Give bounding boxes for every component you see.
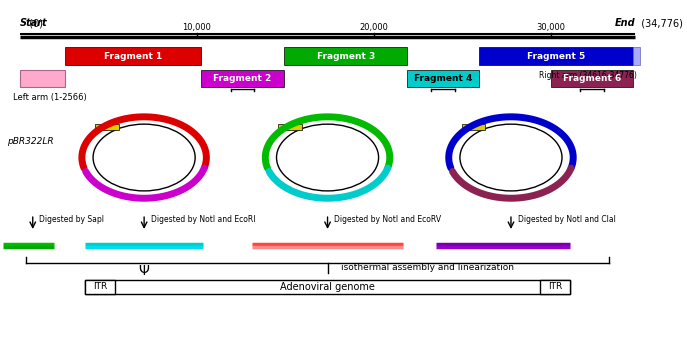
- Text: 30,000: 30,000: [537, 23, 565, 32]
- Text: End: End: [615, 18, 635, 28]
- Text: Fragment 3: Fragment 3: [317, 52, 375, 61]
- FancyBboxPatch shape: [20, 70, 65, 87]
- Text: Digested by NotI and ClaI: Digested by NotI and ClaI: [517, 215, 616, 224]
- Text: Digested by SapI: Digested by SapI: [39, 215, 104, 224]
- Text: Left arm (1-2566): Left arm (1-2566): [13, 93, 87, 102]
- Text: (34,776): (34,776): [635, 18, 684, 28]
- Text: Start: Start: [20, 18, 47, 28]
- Text: isothermal assembly and linearization: isothermal assembly and linearization: [341, 263, 514, 272]
- Text: 10,000: 10,000: [182, 23, 211, 32]
- FancyBboxPatch shape: [462, 124, 486, 130]
- FancyBboxPatch shape: [85, 280, 570, 294]
- Text: Adenoviral genome: Adenoviral genome: [280, 282, 375, 292]
- Text: Digested by NotI and EcoRV: Digested by NotI and EcoRV: [334, 215, 441, 224]
- Text: Fragment 5: Fragment 5: [527, 52, 585, 61]
- Text: 20,000: 20,000: [359, 23, 388, 32]
- Text: Fragment 2: Fragment 2: [214, 74, 271, 83]
- Text: Fragment 6: Fragment 6: [563, 74, 621, 83]
- FancyBboxPatch shape: [633, 47, 640, 65]
- FancyBboxPatch shape: [95, 124, 119, 130]
- Text: Right arm (34616-34776): Right arm (34616-34776): [539, 71, 637, 80]
- FancyBboxPatch shape: [479, 47, 633, 65]
- FancyBboxPatch shape: [65, 47, 201, 65]
- Text: Fragment 1: Fragment 1: [104, 52, 162, 61]
- FancyBboxPatch shape: [551, 70, 633, 87]
- Text: ITR: ITR: [93, 282, 107, 291]
- Text: Ψ: Ψ: [139, 264, 150, 278]
- FancyBboxPatch shape: [407, 70, 479, 87]
- FancyBboxPatch shape: [278, 124, 302, 130]
- FancyBboxPatch shape: [284, 47, 407, 65]
- FancyBboxPatch shape: [201, 70, 284, 87]
- Text: pBR322LR: pBR322LR: [7, 137, 53, 146]
- Text: ITR: ITR: [548, 282, 563, 291]
- FancyBboxPatch shape: [541, 280, 570, 294]
- FancyBboxPatch shape: [85, 280, 115, 294]
- Text: Fragment 4: Fragment 4: [414, 74, 473, 83]
- Text: (0): (0): [23, 18, 43, 28]
- Text: Digested by NotI and EcoRI: Digested by NotI and EcoRI: [150, 215, 255, 224]
